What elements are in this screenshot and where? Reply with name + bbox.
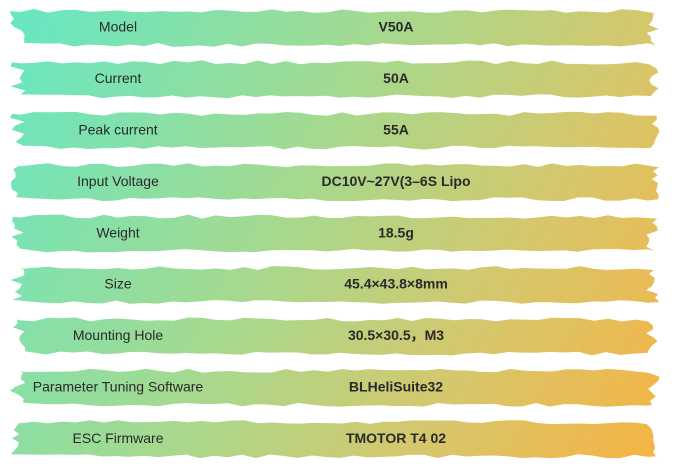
- spec-value: 45.4×43.8×8mm: [344, 276, 448, 292]
- spec-value: TMOTOR T4 02: [346, 430, 446, 446]
- table-row: Current 50A: [10, 60, 659, 99]
- spec-value: DC10V~27V(3–6S Lipo: [321, 173, 470, 189]
- brush-stroke: [10, 266, 660, 304]
- spec-label: ESC Firmware: [72, 430, 163, 446]
- spec-label: Peak current: [78, 122, 157, 138]
- spec-label: Size: [104, 276, 131, 292]
- spec-label: Weight: [96, 224, 139, 240]
- spec-value: 30.5×30.5，M3: [348, 327, 444, 343]
- brush-stroke: [10, 60, 659, 99]
- table-row: Weight 18.5g: [11, 214, 658, 253]
- brush-stroke: [10, 9, 659, 47]
- spec-value: 50A: [383, 70, 409, 86]
- table-row: Input Voltage DC10V~27V(3–6S Lipo: [11, 163, 659, 202]
- spec-value: BLHeliSuite32: [349, 379, 443, 395]
- spec-label: Parameter Tuning Software: [33, 379, 204, 395]
- table-row: Model V50A: [10, 9, 659, 47]
- spec-label: Model: [99, 19, 137, 35]
- brush-stroke: [11, 163, 659, 202]
- table-row: ESC Firmware TMOTOR T4 02: [10, 420, 657, 459]
- table-row: Size 45.4×43.8×8mm: [10, 266, 660, 304]
- brush-stroke: [11, 214, 658, 253]
- rows: Model V50A Current 50A Peak current 55A Input …: [10, 9, 660, 459]
- table-row: Mounting Hole 30.5×30.5，M3: [12, 317, 658, 356]
- spec-value: V50A: [378, 19, 413, 35]
- brush-stroke: [10, 368, 660, 407]
- table-row: Parameter Tuning Software BLHeliSuite32: [10, 368, 660, 407]
- brush-stroke: [10, 111, 660, 150]
- spec-label: Input Voltage: [77, 173, 159, 189]
- table-row: Peak current 55A: [10, 111, 660, 150]
- spec-value: 18.5g: [378, 224, 414, 240]
- spec-value: 55A: [383, 122, 409, 138]
- spec-label: Current: [95, 70, 142, 86]
- spec-label: Mounting Hole: [73, 327, 163, 343]
- brush-stroke: [12, 317, 658, 356]
- brush-stroke: [10, 420, 657, 459]
